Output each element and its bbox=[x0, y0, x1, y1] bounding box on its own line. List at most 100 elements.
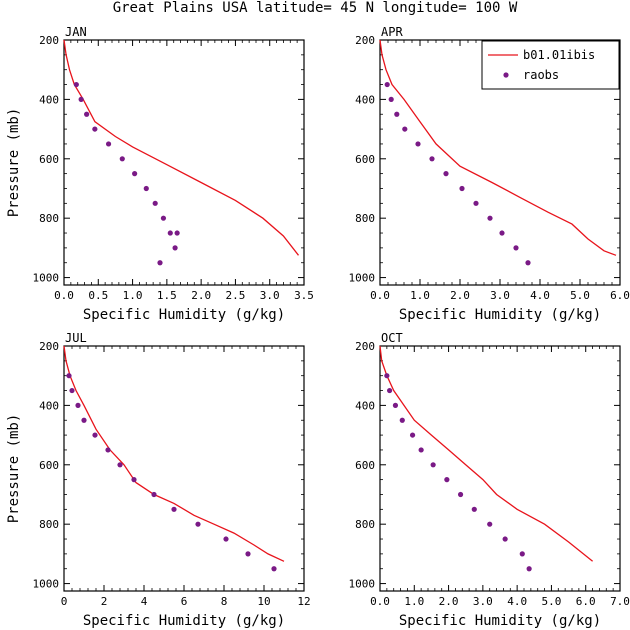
data-point-raobs bbox=[388, 96, 394, 102]
x-tick-label: 12 bbox=[297, 595, 310, 608]
data-point-raobs bbox=[384, 81, 390, 88]
y-tick-label: 600 bbox=[355, 153, 375, 166]
data-point-raobs bbox=[502, 536, 508, 542]
data-point-raobs bbox=[172, 245, 178, 251]
panel-title: OCT bbox=[381, 331, 403, 345]
series-line-model bbox=[63, 39, 300, 256]
data-point-raobs bbox=[117, 462, 123, 468]
data-point-raobs bbox=[167, 230, 173, 236]
data-point-raobs bbox=[459, 185, 465, 192]
x-tick-label: 4.0 bbox=[530, 289, 550, 302]
x-axis-label: Specific Humidity (g/kg) bbox=[399, 307, 601, 323]
x-tick-label: 6.0 bbox=[576, 595, 596, 608]
y-tick-label: 800 bbox=[355, 212, 375, 225]
y-tick-label: 200 bbox=[39, 340, 59, 353]
plot-frame bbox=[379, 345, 621, 592]
x-tick-label: 5.0 bbox=[541, 595, 561, 608]
panel-jul: 0 2 4 6 8 10 12 200 400 600 800 1000 JUL Specific Hum… bbox=[6, 331, 311, 629]
x-tick-label: 3.0 bbox=[473, 595, 493, 608]
panel-title: JUL bbox=[65, 331, 87, 345]
x-tick-label: 3.0 bbox=[490, 289, 510, 302]
y-tick-label: 1000 bbox=[33, 272, 60, 285]
data-point-raobs bbox=[399, 417, 405, 423]
data-point-raobs bbox=[471, 506, 477, 512]
data-point-raobs bbox=[392, 402, 399, 408]
data-point-raobs bbox=[415, 141, 421, 147]
x-tick-label: 8 bbox=[221, 595, 228, 608]
data-point-raobs bbox=[131, 477, 137, 483]
x-tick-label: 1.0 bbox=[404, 595, 424, 608]
x-tick-label: 1.0 bbox=[410, 289, 430, 302]
y-tick-label: 600 bbox=[39, 459, 59, 472]
data-point-raobs bbox=[152, 200, 158, 206]
y-axis-label: Pressure (mb) bbox=[6, 108, 22, 218]
data-point-raobs bbox=[73, 81, 79, 88]
data-point-raobs bbox=[444, 477, 450, 483]
data-point-raobs bbox=[487, 521, 493, 527]
legend-marker-swatch bbox=[503, 72, 509, 78]
data-point-raobs bbox=[84, 111, 90, 117]
panel-jan: 0.0 0.5 1.0 1.5 2.0 2.5 3.0 3.5 200 400 600 800 1000… bbox=[6, 25, 314, 323]
data-point-raobs bbox=[487, 215, 493, 221]
data-point-raobs bbox=[457, 491, 464, 498]
x-tick-label: 0.0 bbox=[370, 595, 390, 608]
y-tick-label: 200 bbox=[355, 34, 375, 47]
panel-oct: 0.0 1.0 2.0 3.0 4.0 5.0 6.0 7.0 200 400 600 800 1000… bbox=[349, 331, 630, 629]
y-tick-label: 600 bbox=[355, 459, 375, 472]
y-tick-label: 400 bbox=[355, 93, 375, 106]
x-tick-label: 1.5 bbox=[157, 289, 177, 302]
data-point-raobs bbox=[499, 230, 505, 236]
data-point-raobs bbox=[119, 156, 125, 162]
data-point-raobs bbox=[384, 373, 390, 379]
y-tick-label: 600 bbox=[39, 153, 59, 166]
x-tick-label: 0 bbox=[61, 595, 68, 608]
data-point-raobs bbox=[418, 447, 424, 453]
panel-apr: 0.0 1.0 2.0 3.0 4.0 5.0 6.0 200 400 600 800 1000 APR… bbox=[349, 25, 630, 323]
series-line-model bbox=[379, 345, 594, 562]
data-point-raobs bbox=[81, 417, 87, 423]
legend-box bbox=[481, 40, 620, 90]
y-tick-label: 400 bbox=[39, 93, 59, 106]
y-tick-label: 1000 bbox=[349, 578, 376, 591]
data-point-raobs bbox=[171, 506, 177, 512]
y-tick-label: 400 bbox=[355, 399, 375, 412]
data-point-raobs bbox=[195, 521, 201, 527]
data-point-raobs bbox=[430, 462, 436, 468]
data-point-raobs bbox=[132, 171, 138, 177]
x-tick-label: 7.0 bbox=[610, 595, 630, 608]
x-tick-label: 2.0 bbox=[439, 595, 459, 608]
x-tick-label: 2.0 bbox=[191, 289, 211, 302]
data-point-raobs bbox=[223, 536, 229, 542]
x-tick-label: 4 bbox=[141, 595, 148, 608]
data-point-raobs bbox=[151, 491, 157, 498]
y-tick-label: 1000 bbox=[33, 578, 60, 591]
x-tick-label: 3.5 bbox=[294, 289, 314, 302]
data-point-raobs bbox=[245, 551, 251, 557]
x-tick-label: 1.0 bbox=[123, 289, 143, 302]
x-tick-label: 2.0 bbox=[450, 289, 470, 302]
data-point-raobs bbox=[78, 96, 84, 102]
y-tick-label: 200 bbox=[355, 340, 375, 353]
data-point-raobs bbox=[160, 215, 167, 221]
x-axis-label: Specific Humidity (g/kg) bbox=[399, 613, 601, 629]
data-point-raobs bbox=[402, 126, 408, 132]
x-tick-label: 2.5 bbox=[225, 289, 245, 302]
series-line-model bbox=[63, 345, 285, 562]
data-point-raobs bbox=[66, 373, 72, 379]
panel-title: APR bbox=[381, 25, 403, 39]
y-tick-label: 800 bbox=[39, 212, 59, 225]
x-axis-label: Specific Humidity (g/kg) bbox=[83, 613, 285, 629]
x-tick-label: 6 bbox=[181, 595, 188, 608]
y-tick-label: 800 bbox=[355, 518, 375, 531]
data-point-raobs bbox=[271, 566, 277, 572]
data-point-raobs bbox=[394, 111, 400, 117]
legend-label-obs: raobs bbox=[523, 68, 559, 82]
data-point-raobs bbox=[387, 387, 393, 394]
x-tick-label: 0.0 bbox=[54, 289, 74, 302]
data-point-raobs bbox=[519, 551, 525, 557]
x-tick-label: 6.0 bbox=[610, 289, 630, 302]
data-point-raobs bbox=[75, 402, 81, 408]
y-axis-label: Pressure (mb) bbox=[6, 414, 22, 524]
panels-group: 0.0 0.5 1.0 1.5 2.0 2.5 3.0 3.52004006008001000… bbox=[6, 25, 630, 629]
